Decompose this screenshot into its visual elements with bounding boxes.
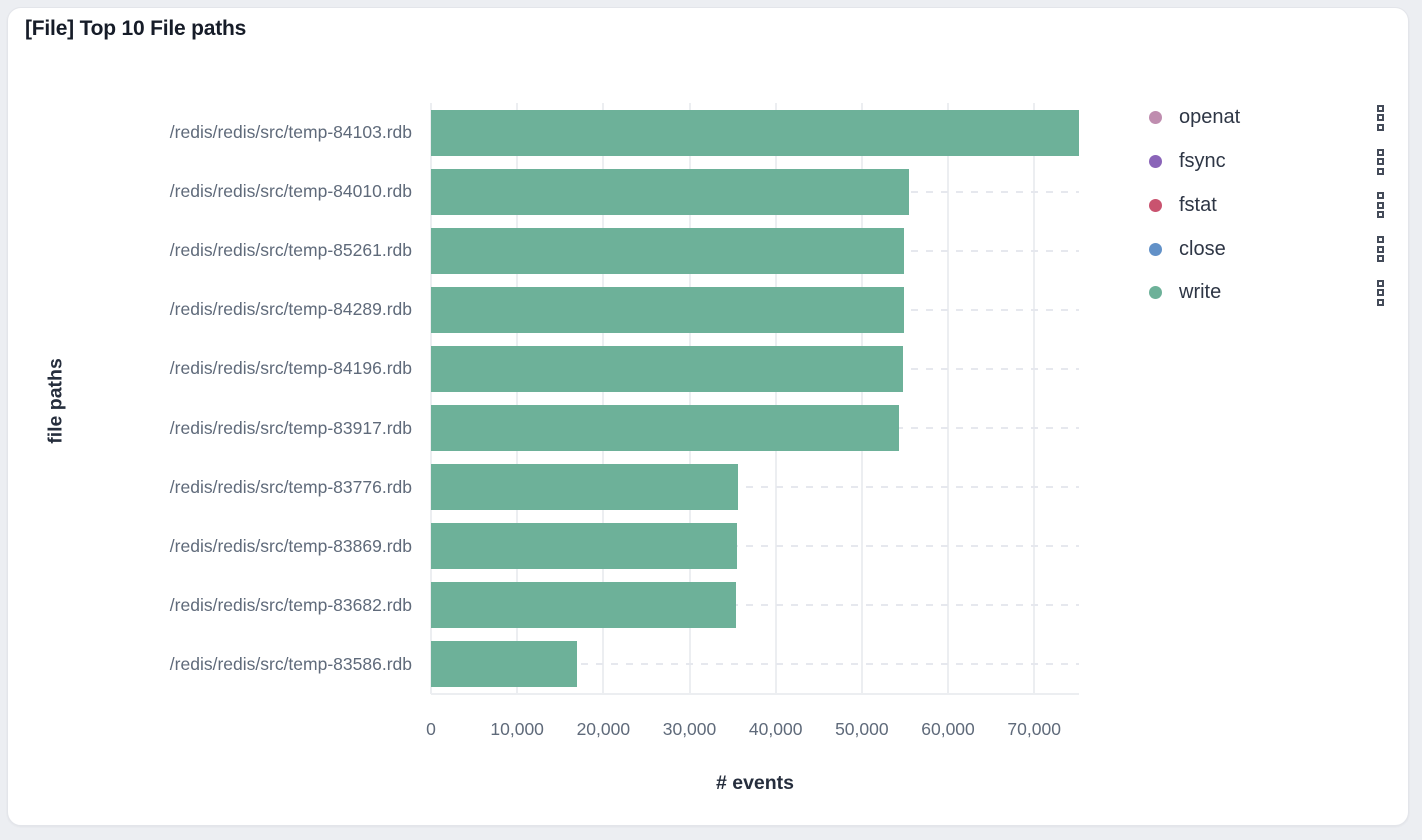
x-tick-label: 10,000 <box>490 719 544 739</box>
bar-write[interactable] <box>431 286 905 333</box>
category-label: /redis/redis/src/temp-85261.rdb <box>169 240 412 261</box>
legend-item[interactable]: fstat <box>1149 184 1385 228</box>
legend-color-dot-icon <box>1149 111 1162 125</box>
plot-area <box>430 103 1079 695</box>
bar-write[interactable] <box>431 405 899 452</box>
category-label: /redis/redis/src/temp-83682.rdb <box>169 594 412 615</box>
bar-row <box>431 576 1079 635</box>
row-gridline <box>431 663 1079 666</box>
bar-row <box>431 103 1079 162</box>
legend-item-label: write <box>1179 281 1222 304</box>
gridline <box>430 103 432 694</box>
category-label: /redis/redis/src/temp-83586.rdb <box>169 653 412 674</box>
category-label: /redis/redis/src/temp-84103.rdb <box>169 122 412 143</box>
gridline <box>516 103 519 694</box>
bar-write[interactable] <box>431 345 904 392</box>
bar-write[interactable] <box>431 168 910 215</box>
x-tick-label: 0 <box>426 719 436 739</box>
legend-item[interactable]: fsync <box>1149 140 1385 184</box>
legend-color-dot-icon <box>1149 286 1162 300</box>
gridline <box>860 103 863 694</box>
drag-handle-icon[interactable] <box>1376 276 1385 309</box>
legend-item-label: fsync <box>1179 150 1226 173</box>
drag-handle-icon[interactable] <box>1376 189 1385 222</box>
x-axis-title: # events <box>715 772 795 794</box>
bar-write[interactable] <box>431 523 737 570</box>
bar-row <box>431 458 1079 517</box>
category-label: /redis/redis/src/temp-84010.rdb <box>169 181 412 202</box>
gridline <box>688 103 691 694</box>
x-tick-label: 20,000 <box>576 719 631 739</box>
x-tick-label: 60,000 <box>921 719 975 739</box>
legend-item-label: close <box>1179 237 1226 260</box>
bar-write[interactable] <box>431 582 737 629</box>
x-axis-line <box>431 693 1079 695</box>
x-tick-label: 50,000 <box>835 719 889 739</box>
bar-row <box>431 162 1079 221</box>
bar-write[interactable] <box>431 109 1079 156</box>
gridline <box>1033 103 1036 694</box>
bar-row <box>431 399 1079 458</box>
category-label: /redis/redis/src/temp-84196.rdb <box>169 358 412 379</box>
gridline <box>774 103 777 694</box>
legend-item-label: openat <box>1179 106 1241 129</box>
bar-write[interactable] <box>431 227 905 274</box>
drag-handle-icon[interactable] <box>1376 145 1385 178</box>
bar-write[interactable] <box>431 464 738 511</box>
legend-item[interactable]: write <box>1149 271 1385 315</box>
gridline <box>947 103 950 694</box>
bar-write[interactable] <box>431 641 578 688</box>
x-axis-ticks: 0 10,000 20,000 30,000 40,000 50,000 60,000 70,… <box>426 716 1079 742</box>
category-label: /redis/redis/src/temp-83869.rdb <box>169 535 412 556</box>
bar-row <box>431 517 1079 576</box>
bar-row <box>431 635 1079 694</box>
bar-row <box>431 280 1079 339</box>
legend-color-dot-icon <box>1149 242 1162 256</box>
bar-row <box>431 221 1079 280</box>
category-labels: /redis/redis/src/temp-84103.rdb/redis/re… <box>8 103 412 694</box>
bar-row <box>431 339 1079 398</box>
category-label: /redis/redis/src/temp-83917.rdb <box>169 417 412 438</box>
drag-handle-icon[interactable] <box>1376 233 1385 266</box>
x-tick-label: 40,000 <box>748 719 803 739</box>
row-gridline <box>431 545 1079 548</box>
legend-color-dot-icon <box>1149 155 1162 169</box>
panel-title: [File] Top 10 File paths <box>25 17 247 40</box>
gridline <box>602 103 605 694</box>
legend: openat fsync fstat close write <box>1149 96 1385 315</box>
category-label: /redis/redis/src/temp-83776.rdb <box>169 476 412 497</box>
x-tick-label: 30,000 <box>662 719 717 739</box>
legend-item-label: fstat <box>1179 193 1217 216</box>
row-gridline <box>431 486 1079 489</box>
x-tick-label: 70,000 <box>1007 719 1061 739</box>
chart-panel: [File] Top 10 File paths file paths /red… <box>7 7 1409 826</box>
legend-item[interactable]: openat <box>1149 96 1385 140</box>
category-label: /redis/redis/src/temp-84289.rdb <box>169 299 412 320</box>
drag-handle-icon[interactable] <box>1376 101 1385 134</box>
legend-item[interactable]: close <box>1149 227 1385 271</box>
legend-color-dot-icon <box>1149 198 1162 212</box>
row-gridline <box>431 604 1079 607</box>
